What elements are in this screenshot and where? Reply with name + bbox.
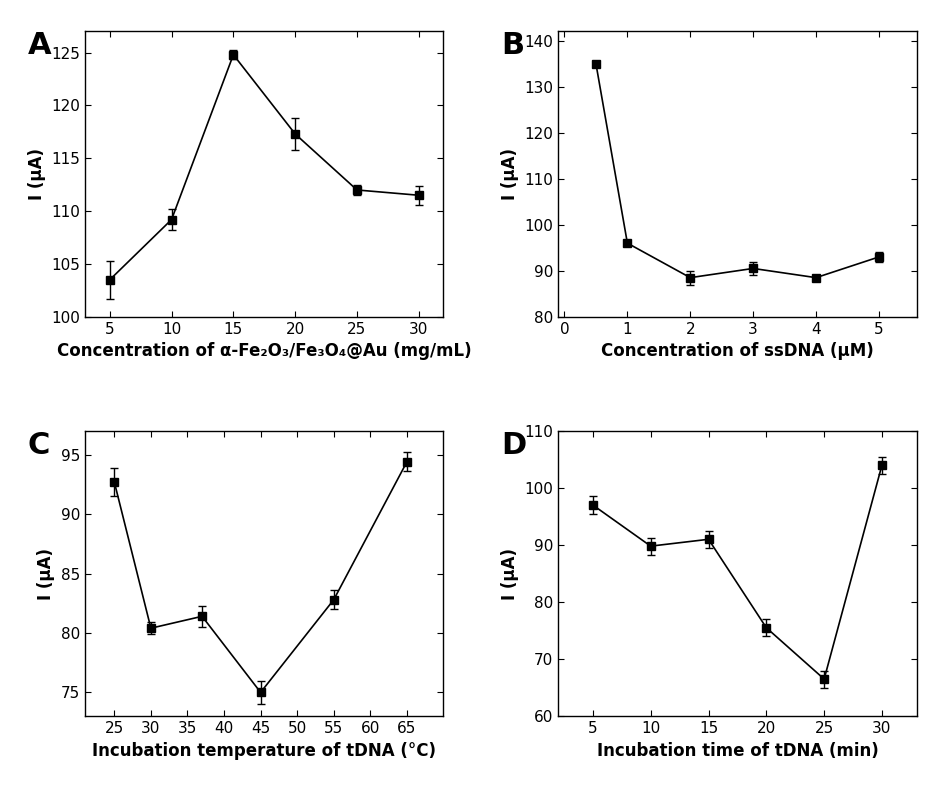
X-axis label: Incubation temperature of tDNA (°C): Incubation temperature of tDNA (°C) — [93, 741, 436, 759]
Text: A: A — [27, 31, 51, 61]
Y-axis label: I (μA): I (μA) — [37, 548, 55, 600]
Y-axis label: I (μA): I (μA) — [500, 548, 518, 600]
Text: D: D — [500, 431, 526, 460]
Y-axis label: I (μA): I (μA) — [27, 148, 45, 200]
X-axis label: Concentration of ssDNA (μM): Concentration of ssDNA (μM) — [600, 342, 873, 360]
Text: C: C — [27, 431, 50, 460]
Y-axis label: I (μA): I (μA) — [500, 148, 518, 200]
X-axis label: Concentration of α-Fe₂O₃/Fe₃O₄@Au (mg/mL): Concentration of α-Fe₂O₃/Fe₃O₄@Au (mg/mL… — [57, 342, 471, 360]
X-axis label: Incubation time of tDNA (min): Incubation time of tDNA (min) — [596, 741, 877, 759]
Text: B: B — [500, 31, 523, 61]
